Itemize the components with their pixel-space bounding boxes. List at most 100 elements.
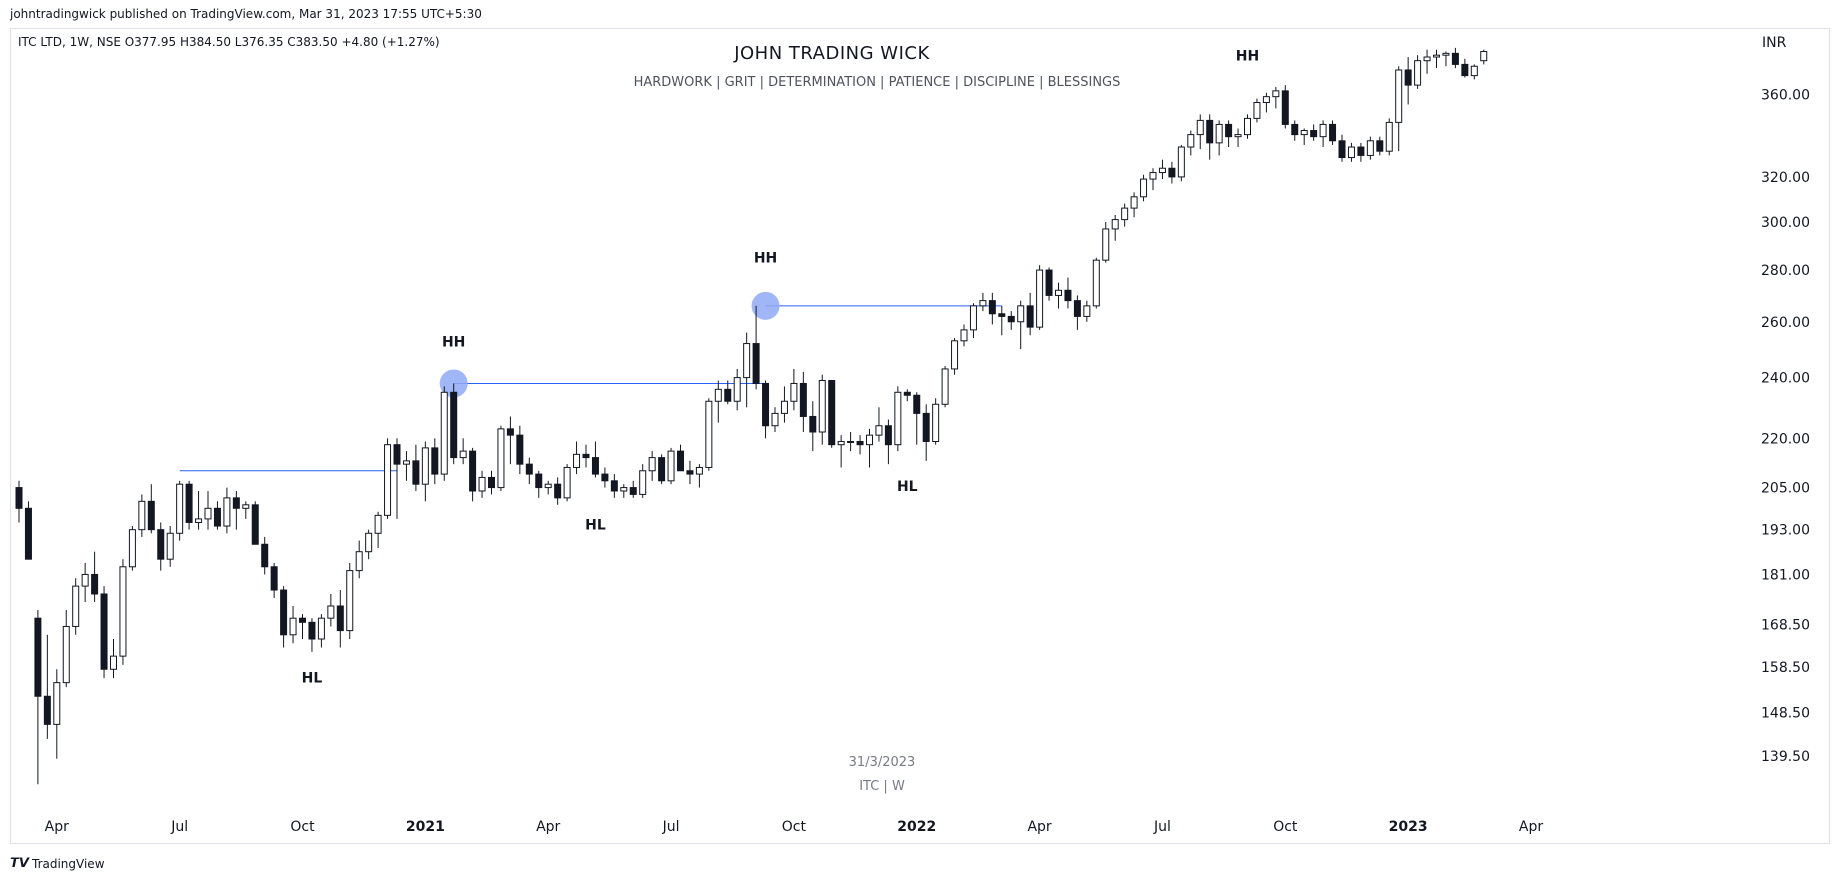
candle-body	[913, 394, 921, 414]
candle-body	[1234, 134, 1242, 138]
candle	[866, 428, 873, 468]
candle	[998, 305, 1006, 336]
candle-body	[1225, 123, 1233, 138]
candle-body	[866, 434, 873, 446]
candle	[591, 441, 599, 478]
price-axis[interactable]: 139.50 148.50 158.50 168.50 181.00 193.00 205.…	[1761, 88, 1810, 765]
candle	[1291, 120, 1299, 141]
candle	[837, 435, 845, 468]
candle-body	[1281, 90, 1289, 125]
candle-body	[1433, 54, 1440, 58]
candle-body	[1366, 140, 1374, 156]
candle-body	[62, 625, 70, 684]
price-tick-label: 280.00	[1761, 263, 1810, 279]
candle	[620, 484, 628, 498]
candle	[81, 562, 89, 602]
candle	[563, 464, 571, 502]
candle-body	[488, 476, 495, 489]
candle	[1338, 134, 1346, 162]
price-tick-label: 220.00	[1761, 431, 1810, 447]
candle	[1480, 49, 1488, 65]
candle-body	[1461, 63, 1469, 77]
price-tick-label: 300.00	[1761, 215, 1810, 231]
candle-body	[1206, 119, 1214, 144]
candle	[1357, 142, 1365, 162]
candle	[1385, 118, 1393, 156]
candle	[1017, 300, 1025, 350]
candle	[818, 374, 826, 445]
candle-body	[620, 487, 628, 492]
tradingview-name[interactable]: TradingView	[32, 857, 105, 871]
candle-body	[1187, 134, 1195, 148]
candle-body	[213, 507, 221, 527]
candle	[714, 380, 722, 423]
candle-body	[232, 497, 240, 509]
candle	[1329, 120, 1337, 145]
candle-body	[998, 313, 1006, 317]
price-tick-label: 360.00	[1761, 88, 1810, 104]
candle-body	[497, 428, 505, 489]
pattern-label: HH	[754, 251, 777, 267]
candle-body	[270, 566, 278, 591]
candle-body	[705, 400, 713, 468]
pattern-label: HH	[1236, 49, 1259, 65]
candle-body	[43, 695, 51, 725]
candle	[1168, 161, 1176, 184]
candle-body	[81, 573, 89, 587]
candle-body	[421, 447, 429, 485]
candle	[261, 536, 269, 575]
candle	[1007, 311, 1015, 330]
candle-body	[780, 400, 788, 414]
candle-body	[988, 300, 996, 315]
candle-body	[903, 391, 911, 396]
candle-body	[1310, 130, 1318, 138]
candle-body	[1262, 96, 1270, 104]
candle	[1423, 49, 1431, 74]
candle	[24, 501, 32, 560]
candle	[1045, 267, 1053, 301]
chart-subtitle: HARDWORK | GRIT | DETERMINATION | PATIEN…	[634, 75, 1121, 90]
tradingview-logo-icon[interactable]: 𝙏𝙑	[10, 856, 29, 871]
candle-body	[790, 382, 798, 402]
price-tick-label: 193.00	[1761, 523, 1810, 539]
candle-body	[280, 589, 288, 636]
candle-body	[459, 450, 467, 459]
candle	[450, 383, 458, 465]
candle	[1234, 128, 1242, 148]
chart-frame	[10, 28, 1830, 844]
time-tick-label: 2021	[406, 819, 445, 835]
candle	[582, 444, 590, 468]
candle	[402, 451, 410, 481]
candle	[62, 610, 70, 688]
candle	[1262, 92, 1270, 113]
time-tick-label: Apr	[45, 819, 69, 835]
candle-body	[1404, 69, 1412, 86]
time-tick-label: Oct	[1273, 819, 1298, 835]
price-tick-label: 260.00	[1761, 315, 1810, 331]
candle-body	[204, 507, 212, 520]
candle-body	[506, 428, 514, 436]
candle	[1225, 120, 1233, 148]
candle	[431, 438, 439, 485]
candles	[15, 47, 1488, 785]
candlestick-chart[interactable]: HH HH HH HL HL HL 139.50 148.50 158.50 168.50 181…	[0, 0, 1834, 848]
candle	[1366, 136, 1374, 160]
candle-body	[544, 483, 552, 489]
candle-body	[601, 473, 609, 482]
time-tick-label: Jul	[170, 819, 188, 835]
candle	[1253, 98, 1261, 123]
candle-body	[979, 300, 987, 307]
candle	[610, 474, 618, 498]
candle-body	[960, 329, 968, 342]
time-tick-label: Jul	[1153, 819, 1171, 835]
candle-body	[573, 453, 581, 468]
candle	[1206, 114, 1214, 160]
candle	[147, 484, 155, 534]
candle	[932, 398, 940, 445]
candle-body	[1102, 228, 1110, 261]
candle	[525, 457, 533, 485]
candle-body	[1045, 269, 1053, 296]
time-axis[interactable]: Apr Jul Oct 2021 Apr Jul Oct 2022 Apr Jul Oct 2023 A…	[45, 819, 1544, 835]
price-tick-label: 320.00	[1761, 170, 1810, 186]
candle	[1244, 114, 1251, 139]
